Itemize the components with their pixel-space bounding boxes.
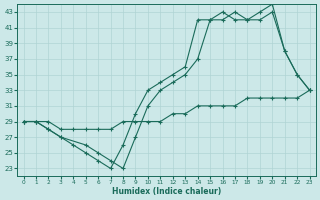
X-axis label: Humidex (Indice chaleur): Humidex (Indice chaleur) xyxy=(112,187,221,196)
